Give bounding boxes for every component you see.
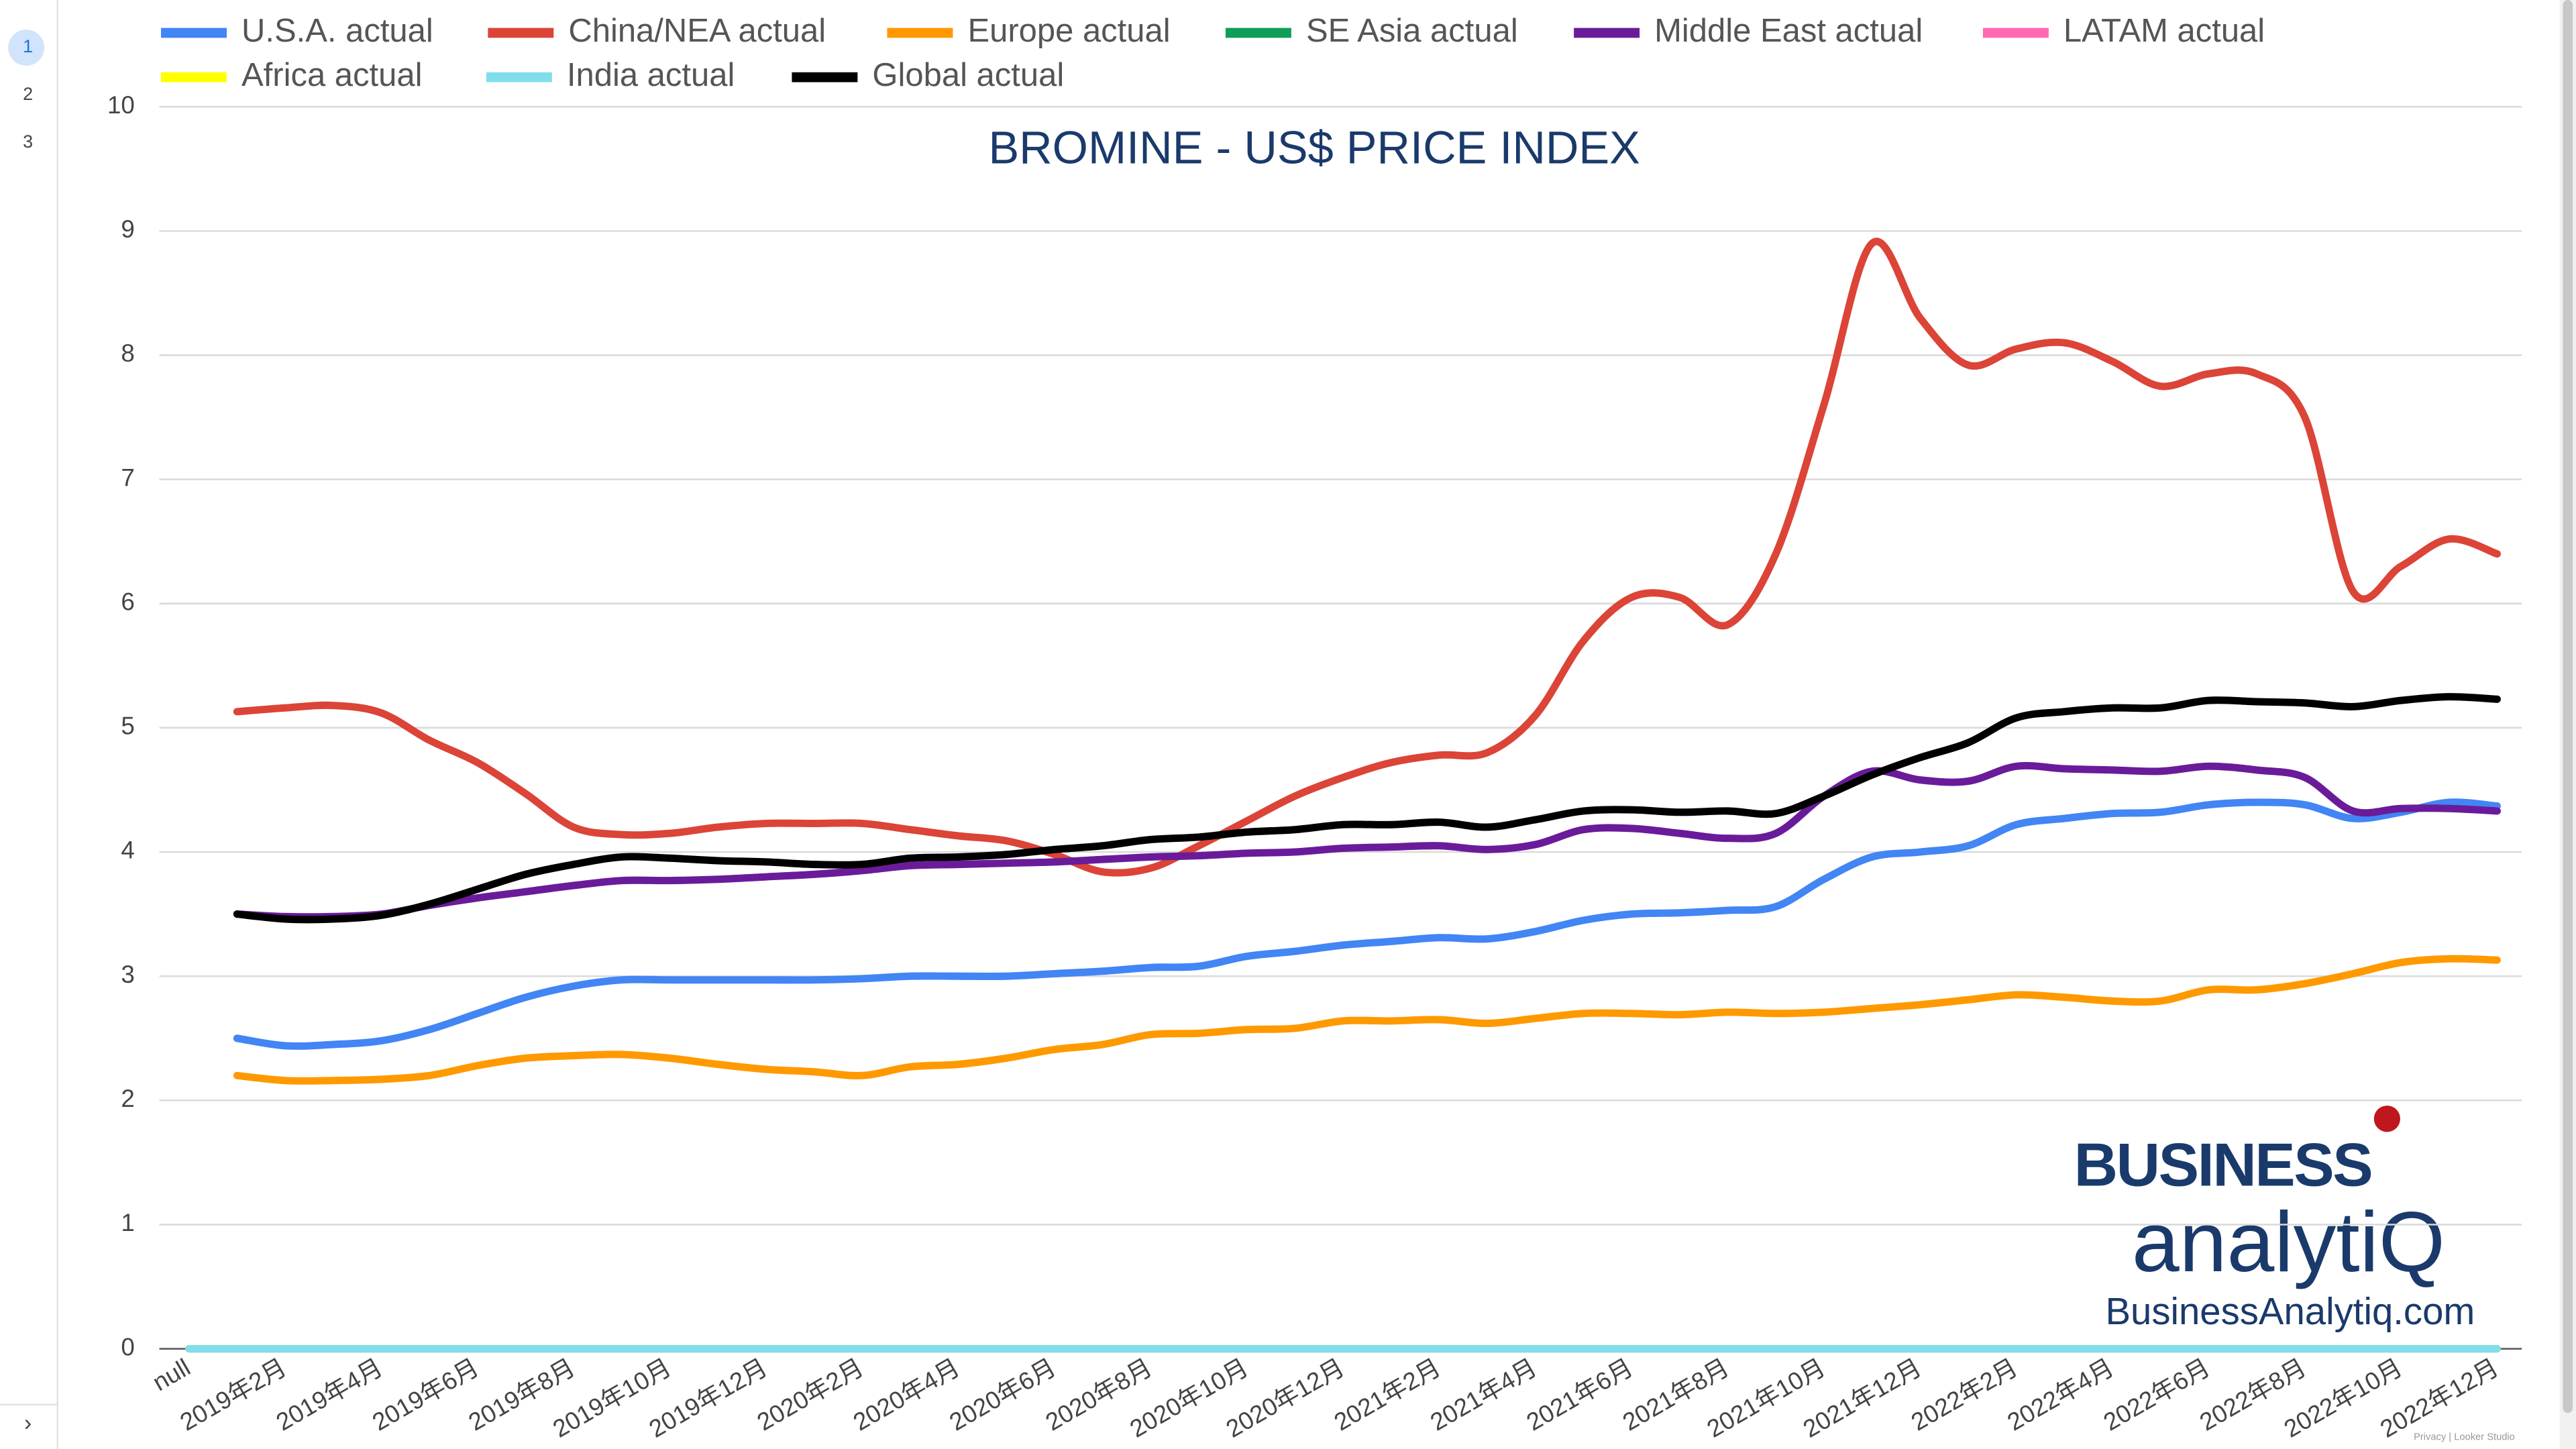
legend-label: LATAM actual — [2063, 13, 2265, 49]
legend-label: Europe actual — [967, 13, 1170, 49]
x-tick-label: 2021年4月 — [1426, 1353, 1542, 1436]
y-tick-label: 7 — [121, 464, 134, 491]
x-tick-label: 2019年2月 — [175, 1353, 291, 1436]
x-tick-label: 2020年2月 — [753, 1353, 869, 1436]
footer: Privacy | Looker Studio — [2414, 1432, 2515, 1443]
nav-arrow[interactable]: › — [24, 1410, 32, 1436]
page-highlight — [8, 30, 45, 66]
y-tick-label: 10 — [107, 91, 135, 119]
y-tick-label: 6 — [121, 588, 134, 615]
y-tick-label: 1 — [121, 1209, 134, 1236]
x-tick-label: null — [148, 1353, 195, 1396]
x-tick-label: 2019年6月 — [368, 1353, 484, 1436]
y-tick-label: 4 — [121, 837, 134, 864]
logo-dot — [2373, 1106, 2400, 1132]
series-line — [233, 237, 2501, 877]
y-tick-label: 0 — [121, 1333, 134, 1360]
y-tick-label: 2 — [121, 1085, 134, 1112]
scroll-thumb[interactable] — [2563, 0, 2573, 1413]
x-tick-label: 2022年6月 — [2099, 1353, 2215, 1436]
legend-label: India actual — [567, 57, 735, 93]
legend-label: China/NEA actual — [568, 13, 826, 49]
page-number[interactable]: 1 — [23, 36, 33, 56]
logo-line1: BUSINESS — [2074, 1132, 2372, 1199]
series-line — [233, 798, 2501, 1050]
x-tick-label: 2019年4月 — [272, 1353, 388, 1436]
x-tick-label: 2021年2月 — [1330, 1353, 1446, 1436]
x-tick-label: 2020年4月 — [849, 1353, 965, 1436]
x-tick-label: 2022年4月 — [2002, 1353, 2118, 1436]
page-number[interactable]: 2 — [23, 84, 33, 104]
x-tick-label: 2021年6月 — [1521, 1353, 1638, 1436]
page-number[interactable]: 3 — [23, 131, 33, 152]
series-line — [233, 955, 2501, 1085]
y-tick-label: 5 — [121, 712, 134, 740]
y-tick-label: 3 — [121, 961, 134, 988]
legend-label: Global actual — [872, 57, 1064, 93]
legend-label: U.S.A. actual — [241, 13, 433, 49]
sidebar — [0, 0, 58, 1449]
series-line — [233, 693, 2501, 924]
chart-title: BROMINE - US$ PRICE INDEX — [988, 121, 1640, 173]
logo-url: BusinessAnalytiq.com — [2105, 1290, 2475, 1332]
legend-label: Africa actual — [241, 57, 422, 93]
legend-label: SE Asia actual — [1306, 13, 1518, 49]
legend-label: Middle East actual — [1654, 13, 1923, 49]
y-tick-label: 9 — [121, 215, 134, 243]
logo-line2: analytiQ — [2132, 1194, 2445, 1289]
y-tick-label: 8 — [121, 339, 134, 367]
x-tick-label: 2020年6月 — [945, 1353, 1061, 1436]
x-tick-label: 2022年2月 — [1907, 1353, 2023, 1436]
series-line — [233, 761, 2501, 921]
